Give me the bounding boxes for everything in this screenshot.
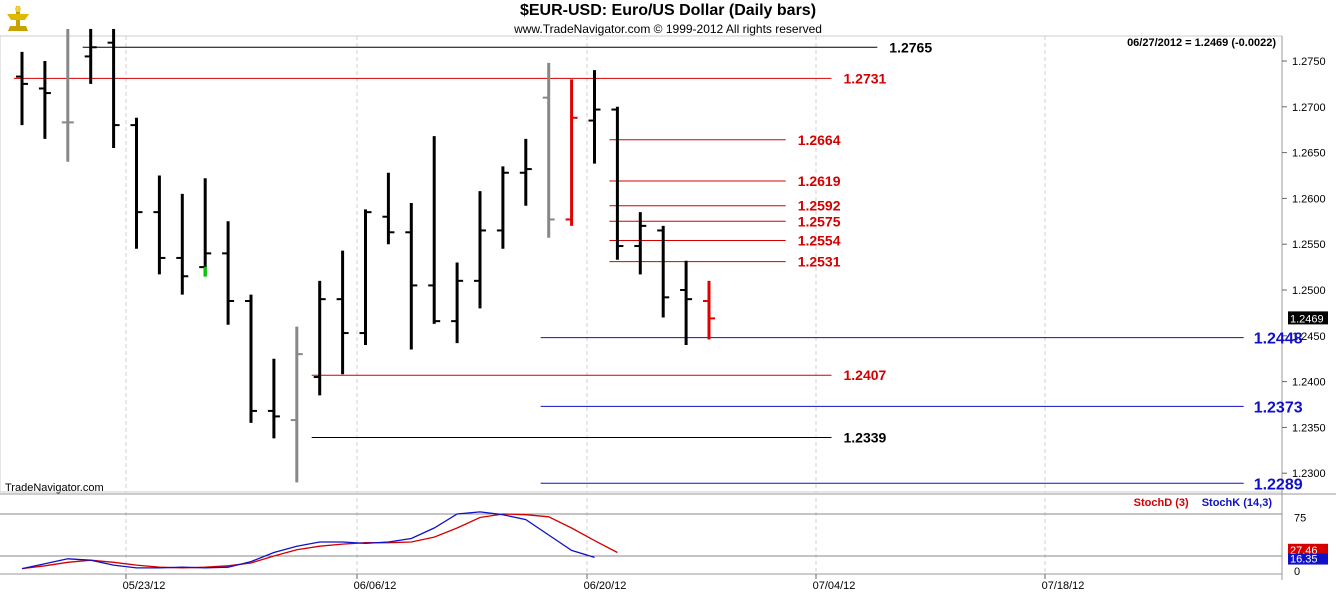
ohlc-bar [519,138,532,206]
price-tick-label: 1.2450 [1292,331,1326,343]
current-price-label: 1.2469 [1290,313,1324,325]
ohlc-bar [267,358,280,439]
ohlc-bar [290,326,303,483]
level-label: 1.2731 [844,70,887,86]
price-readout: 06/27/2012 = 1.2469 (-0.0022) [1127,37,1276,49]
level-label: 1.2448 [1254,331,1303,348]
date-tick-label: 07/18/12 [1042,580,1085,592]
price-tick-label: 1.2600 [1292,193,1326,205]
ohlc-bar [474,191,486,309]
legend-stoch-k: StochK (14,3) [1201,497,1272,509]
level-label: 1.2664 [798,132,841,148]
date-tick-label: 06/06/12 [354,580,397,592]
stoch-k-value-tag [1288,553,1328,565]
level-label: 1.2373 [1254,399,1303,416]
ohlc-bar [451,262,464,344]
level-label: 1.2765 [889,39,932,55]
trade-navigator-logo-icon [4,4,32,32]
stoch-d-line [21,513,618,570]
level-label: 1.2531 [798,254,841,270]
date-tick-label: 06/20/12 [584,580,627,592]
ohlc-bar [222,221,235,325]
stoch-k-value: 16.35 [1290,554,1318,566]
ohlc-bar [313,280,326,396]
current-price-tag [1288,311,1328,325]
legend-stoch-d: StochD (3) [1133,497,1189,509]
ohlc-bar [61,28,74,162]
ohlc-bar [16,51,28,126]
price-tick-label: 1.2700 [1292,102,1326,114]
ohlc-bar [428,136,441,324]
price-tick-label: 1.2750 [1292,56,1326,68]
level-label: 1.2554 [798,233,841,249]
ohlc-bar [382,172,395,245]
ohlc-bar [176,193,189,295]
price-tick-label: 1.2500 [1292,285,1326,297]
ohlc-bar [703,280,715,340]
ohlc-bar [84,28,97,84]
level-label: 1.2339 [844,429,887,445]
price-tick-label: 1.2650 [1292,148,1326,160]
stochastic-legend: StochD (3) StochK (14,3) [1134,497,1272,509]
price-tick-label: 1.2550 [1292,239,1326,251]
price-tick-label: 1.2400 [1292,377,1326,389]
ohlc-bar [130,117,143,249]
ohlc-bar [38,61,51,139]
stoch-k-line [21,511,595,570]
chart-title: $EUR-USD: Euro/US Dollar (Daily bars) [519,2,817,19]
ohlc-bar [611,106,624,260]
ohlc-bar [496,166,509,249]
price-tick-label: 1.2300 [1292,468,1326,480]
ohlc-bar [199,178,212,277]
stoch-tick-label: 0 [1294,566,1300,578]
ohlc-bar [588,70,601,164]
level-label: 1.2619 [798,173,841,189]
level-label: 1.2575 [798,213,841,229]
ohlc-bar [542,62,555,238]
brand-text: TradeNavigator.com [5,482,104,494]
stoch-tick-label: 75 [1294,513,1306,525]
ohlc-bar [565,79,578,226]
ohlc-bar [359,209,372,345]
ohlc-bar [153,175,166,275]
price-tick-label: 1.2350 [1292,422,1326,434]
copyright-text: www.TradeNavigator.com © 1999-2012 All r… [514,22,822,36]
ohlc-bar [107,28,120,149]
ohlc-bar [405,202,418,350]
ohlc-bar [336,250,349,375]
ohlc-bar [634,212,647,275]
date-tick-label: 07/04/12 [813,580,856,592]
date-tick-label: 05/23/12 [123,580,166,592]
level-label: 1.2592 [798,198,841,214]
level-label: 1.2407 [844,367,887,383]
stoch-d-value-tag [1288,543,1328,556]
ohlc-bar [657,225,670,318]
level-label: 1.2289 [1254,476,1303,493]
ohlc-bar [245,294,257,423]
ohlc-bar [680,260,693,345]
